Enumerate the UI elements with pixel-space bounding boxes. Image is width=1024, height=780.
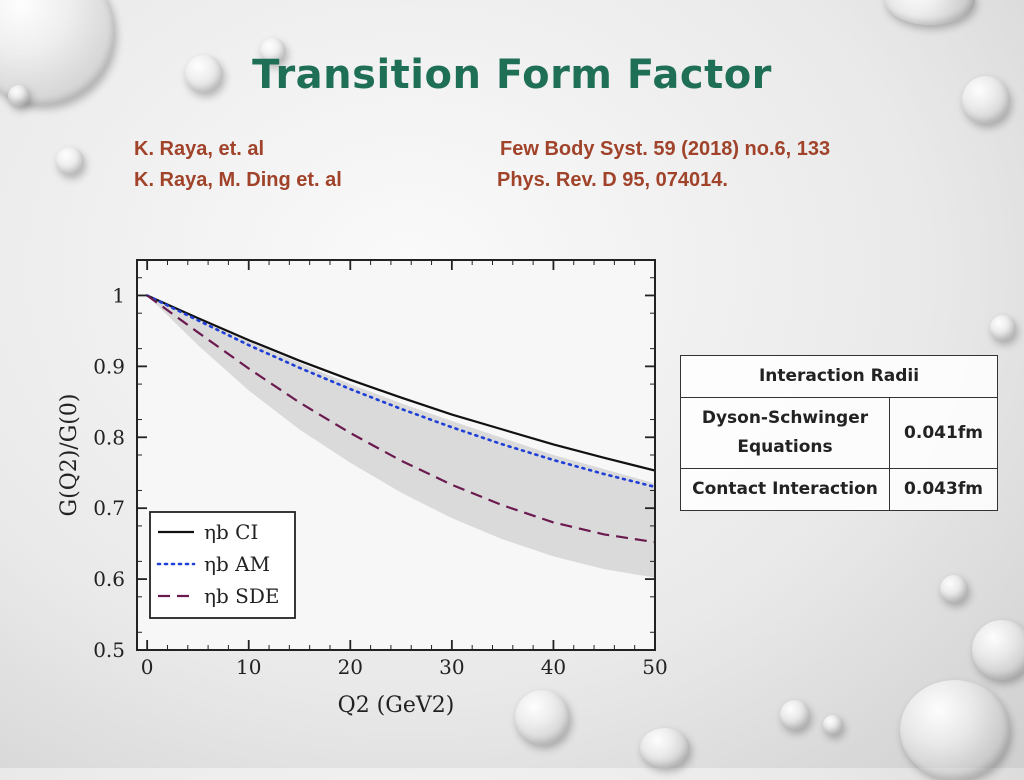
x-tick-label: 0 bbox=[141, 655, 154, 679]
water-drop-decoration bbox=[260, 38, 286, 64]
interaction-radii-table: Interaction Radii Dyson-Schwinger Equati… bbox=[680, 355, 998, 511]
water-drop-decoration bbox=[990, 315, 1016, 341]
axis-layer: 0 10 20 30 40 50 0.5 0.6 0.7 0.8 0.9 1 bbox=[93, 259, 668, 679]
series-layer bbox=[145, 294, 657, 544]
uncertainty-band bbox=[147, 295, 655, 578]
y-tick-label: 0.9 bbox=[93, 354, 125, 378]
ref-2-authors: K. Raya, M. Ding et. al bbox=[134, 169, 342, 191]
legend: ηb CI ηb AM ηb SDE bbox=[149, 511, 296, 619]
table-row-label: Contact Interaction bbox=[680, 468, 890, 511]
y-tick-label: 0.5 bbox=[93, 638, 125, 662]
ref-2-journal: Phys. Rev. D 95, 074014. bbox=[497, 169, 728, 191]
water-drop-decoration bbox=[972, 620, 1024, 680]
table-row: Dyson-Schwinger Equations 0.041fm bbox=[680, 397, 998, 469]
water-drop-decoration bbox=[185, 55, 223, 93]
water-drop-decoration bbox=[823, 715, 843, 735]
table-header: Interaction Radii bbox=[680, 355, 998, 398]
legend-entry: ηb SDE bbox=[204, 584, 279, 608]
y-tick-label: 0.8 bbox=[93, 425, 125, 449]
table-row-label: Dyson-Schwinger Equations bbox=[680, 397, 890, 469]
x-tick-label: 50 bbox=[642, 655, 667, 679]
ref-1-authors: K. Raya, et. al bbox=[134, 138, 265, 160]
y-tick-label: 0.6 bbox=[93, 567, 125, 591]
water-drop-decoration bbox=[640, 728, 690, 768]
ref-1-journal: Few Body Syst. 59 (2018) no.6, 133 bbox=[500, 138, 831, 160]
water-drop-decoration bbox=[962, 76, 1010, 124]
table-row-value: 0.041fm bbox=[889, 397, 998, 469]
series-line-2 bbox=[145, 294, 657, 489]
series-line-3 bbox=[146, 294, 656, 544]
x-tick-label: 20 bbox=[338, 655, 363, 679]
water-drop-decoration bbox=[900, 680, 1010, 780]
table-header-row: Interaction Radii bbox=[680, 355, 998, 398]
legend-entry: ηb CI bbox=[204, 520, 258, 544]
slide-title: Transition Form Factor bbox=[252, 52, 772, 98]
water-drop-decoration bbox=[940, 575, 968, 603]
x-tick-label: 30 bbox=[439, 655, 464, 679]
water-drop-decoration bbox=[780, 700, 810, 730]
x-axis-label: Q2 (GeV2) bbox=[338, 693, 455, 718]
table-row: Contact Interaction 0.043fm bbox=[680, 468, 998, 511]
y-tick-label: 1 bbox=[112, 283, 125, 307]
series-line-1 bbox=[146, 294, 656, 472]
water-drop-decoration bbox=[515, 690, 570, 745]
legend-entry: ηb AM bbox=[204, 552, 270, 576]
x-tick-label: 10 bbox=[236, 655, 261, 679]
x-tick-label: 40 bbox=[541, 655, 566, 679]
water-drop-decoration bbox=[56, 147, 84, 175]
water-drop-decoration bbox=[885, 0, 975, 25]
y-axis-label: G(Q2)/G(0) bbox=[57, 394, 82, 517]
water-drop-decoration bbox=[8, 85, 30, 107]
y-tick-label: 0.7 bbox=[93, 496, 125, 520]
table-row-value: 0.043fm bbox=[889, 468, 998, 511]
